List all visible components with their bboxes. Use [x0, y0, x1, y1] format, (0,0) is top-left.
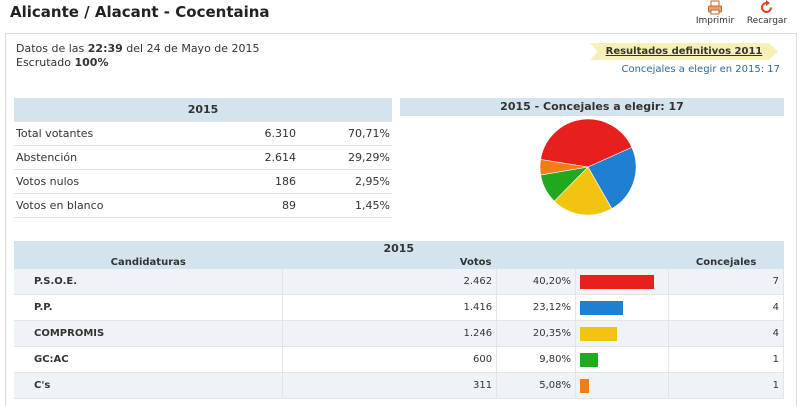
party-pct: 23,12% — [496, 294, 576, 321]
summary-row: Votos nulos 186 2,95% — [14, 169, 392, 194]
pie-slice — [587, 146, 637, 210]
col-candidaturas: Candidaturas — [14, 256, 283, 269]
party-bar-cell — [575, 294, 670, 321]
party-seats: 4 — [668, 320, 784, 347]
summary-row: Total votantes 6.310 70,71% — [14, 121, 392, 146]
candidate-row: COMPROMIS 1.246 20,35% 4 — [14, 320, 784, 347]
row-value: 6.310 — [184, 121, 298, 146]
candidate-row: C's 311 5,08% 1 — [14, 372, 784, 399]
party-votes: 2.462 — [282, 269, 498, 295]
vote-bar — [579, 300, 623, 315]
vote-bar — [579, 326, 617, 341]
col-concejales: Concejales — [668, 256, 784, 269]
vote-bar — [579, 378, 589, 393]
pie-slice — [539, 159, 589, 176]
candidate-row: P.S.O.E. 2.462 40,20% 7 — [14, 269, 784, 295]
pie-header: 2015 - Concejales a elegir: 17 — [400, 98, 784, 116]
summary-header: 2015 — [14, 98, 392, 122]
pie-slice — [540, 118, 633, 168]
party-name: COMPROMIS — [14, 320, 283, 347]
print-button[interactable]: Imprimir — [694, 0, 736, 26]
party-votes: 600 — [282, 346, 498, 373]
row-value: 186 — [184, 169, 298, 194]
summary-row: Abstención 2.614 29,29% — [14, 145, 392, 170]
row-pct: 29,29% — [298, 145, 392, 170]
party-pct: 40,20% — [496, 269, 576, 295]
party-seats: 7 — [668, 269, 784, 295]
party-seats: 1 — [668, 372, 784, 399]
reload-icon — [761, 0, 772, 13]
page-title: Alicante / Alacant - Cocentaina — [10, 3, 270, 21]
row-value: 2.614 — [184, 145, 298, 170]
party-name: P.S.O.E. — [14, 269, 283, 295]
row-pct: 1,45% — [298, 193, 392, 218]
party-pct: 20,35% — [496, 320, 576, 347]
party-votes: 311 — [282, 372, 498, 399]
row-label: Votos en blanco — [14, 193, 184, 218]
timestamp-prefix: Datos de las — [16, 42, 85, 55]
party-bar-cell — [575, 346, 670, 373]
row-label: Total votantes — [14, 121, 184, 146]
party-name: C's — [14, 372, 283, 399]
scrutiny-label: Escrutado — [16, 56, 71, 69]
col-votos: Votos — [282, 256, 669, 269]
party-votes: 1.246 — [282, 320, 498, 347]
party-votes: 1.416 — [282, 294, 498, 321]
party-seats: 1 — [668, 346, 784, 373]
timestamp-time: 22:39 — [87, 42, 123, 55]
row-pct: 2,95% — [298, 169, 392, 194]
party-pct: 5,08% — [496, 372, 576, 399]
party-name: GC:AC — [14, 346, 283, 373]
vote-bar — [579, 352, 598, 367]
vote-bar — [579, 274, 654, 289]
reload-button[interactable]: Recargar — [746, 0, 788, 26]
results-panel — [5, 33, 797, 406]
pie-panel: 2015 - Concejales a elegir: 17 — [400, 98, 784, 216]
scrutiny-value: 100% — [74, 56, 109, 69]
candidates-header: 2015 — [14, 241, 784, 256]
candidates-table: 2015 Candidaturas Votos Concejales P.S.O… — [14, 241, 784, 399]
candidate-row: P.P. 1.416 23,12% 4 — [14, 294, 784, 321]
party-seats: 4 — [668, 294, 784, 321]
print-label: Imprimir — [695, 16, 735, 26]
timestamp-date: del 24 de Mayo de 2015 — [126, 42, 260, 55]
timestamp-block: Datos de las 22:39 del 24 de Mayo de 201… — [16, 42, 260, 70]
party-bar-cell — [575, 372, 670, 399]
summary-row: Votos en blanco 89 1,45% — [14, 193, 392, 218]
party-bar-cell — [575, 320, 670, 347]
printer-icon — [708, 0, 722, 15]
party-name: P.P. — [14, 294, 283, 321]
row-value: 89 — [184, 193, 298, 218]
summary-table: 2015 Total votantes 6.310 70,71% Abstenc… — [14, 98, 392, 218]
results-2011-link[interactable]: Resultados definitivos 2011 — [590, 43, 778, 60]
council-to-elect: Concejales a elegir en 2015: 17 — [621, 64, 780, 75]
row-label: Votos nulos — [14, 169, 184, 194]
seats-pie-chart — [539, 118, 637, 216]
row-label: Abstención — [14, 145, 184, 170]
party-bar-cell — [575, 269, 670, 295]
pie-slice — [553, 166, 613, 216]
candidate-row: GC:AC 600 9,80% 1 — [14, 346, 784, 373]
reload-label: Recargar — [746, 16, 788, 26]
party-pct: 9,80% — [496, 346, 576, 373]
row-pct: 70,71% — [298, 121, 392, 146]
